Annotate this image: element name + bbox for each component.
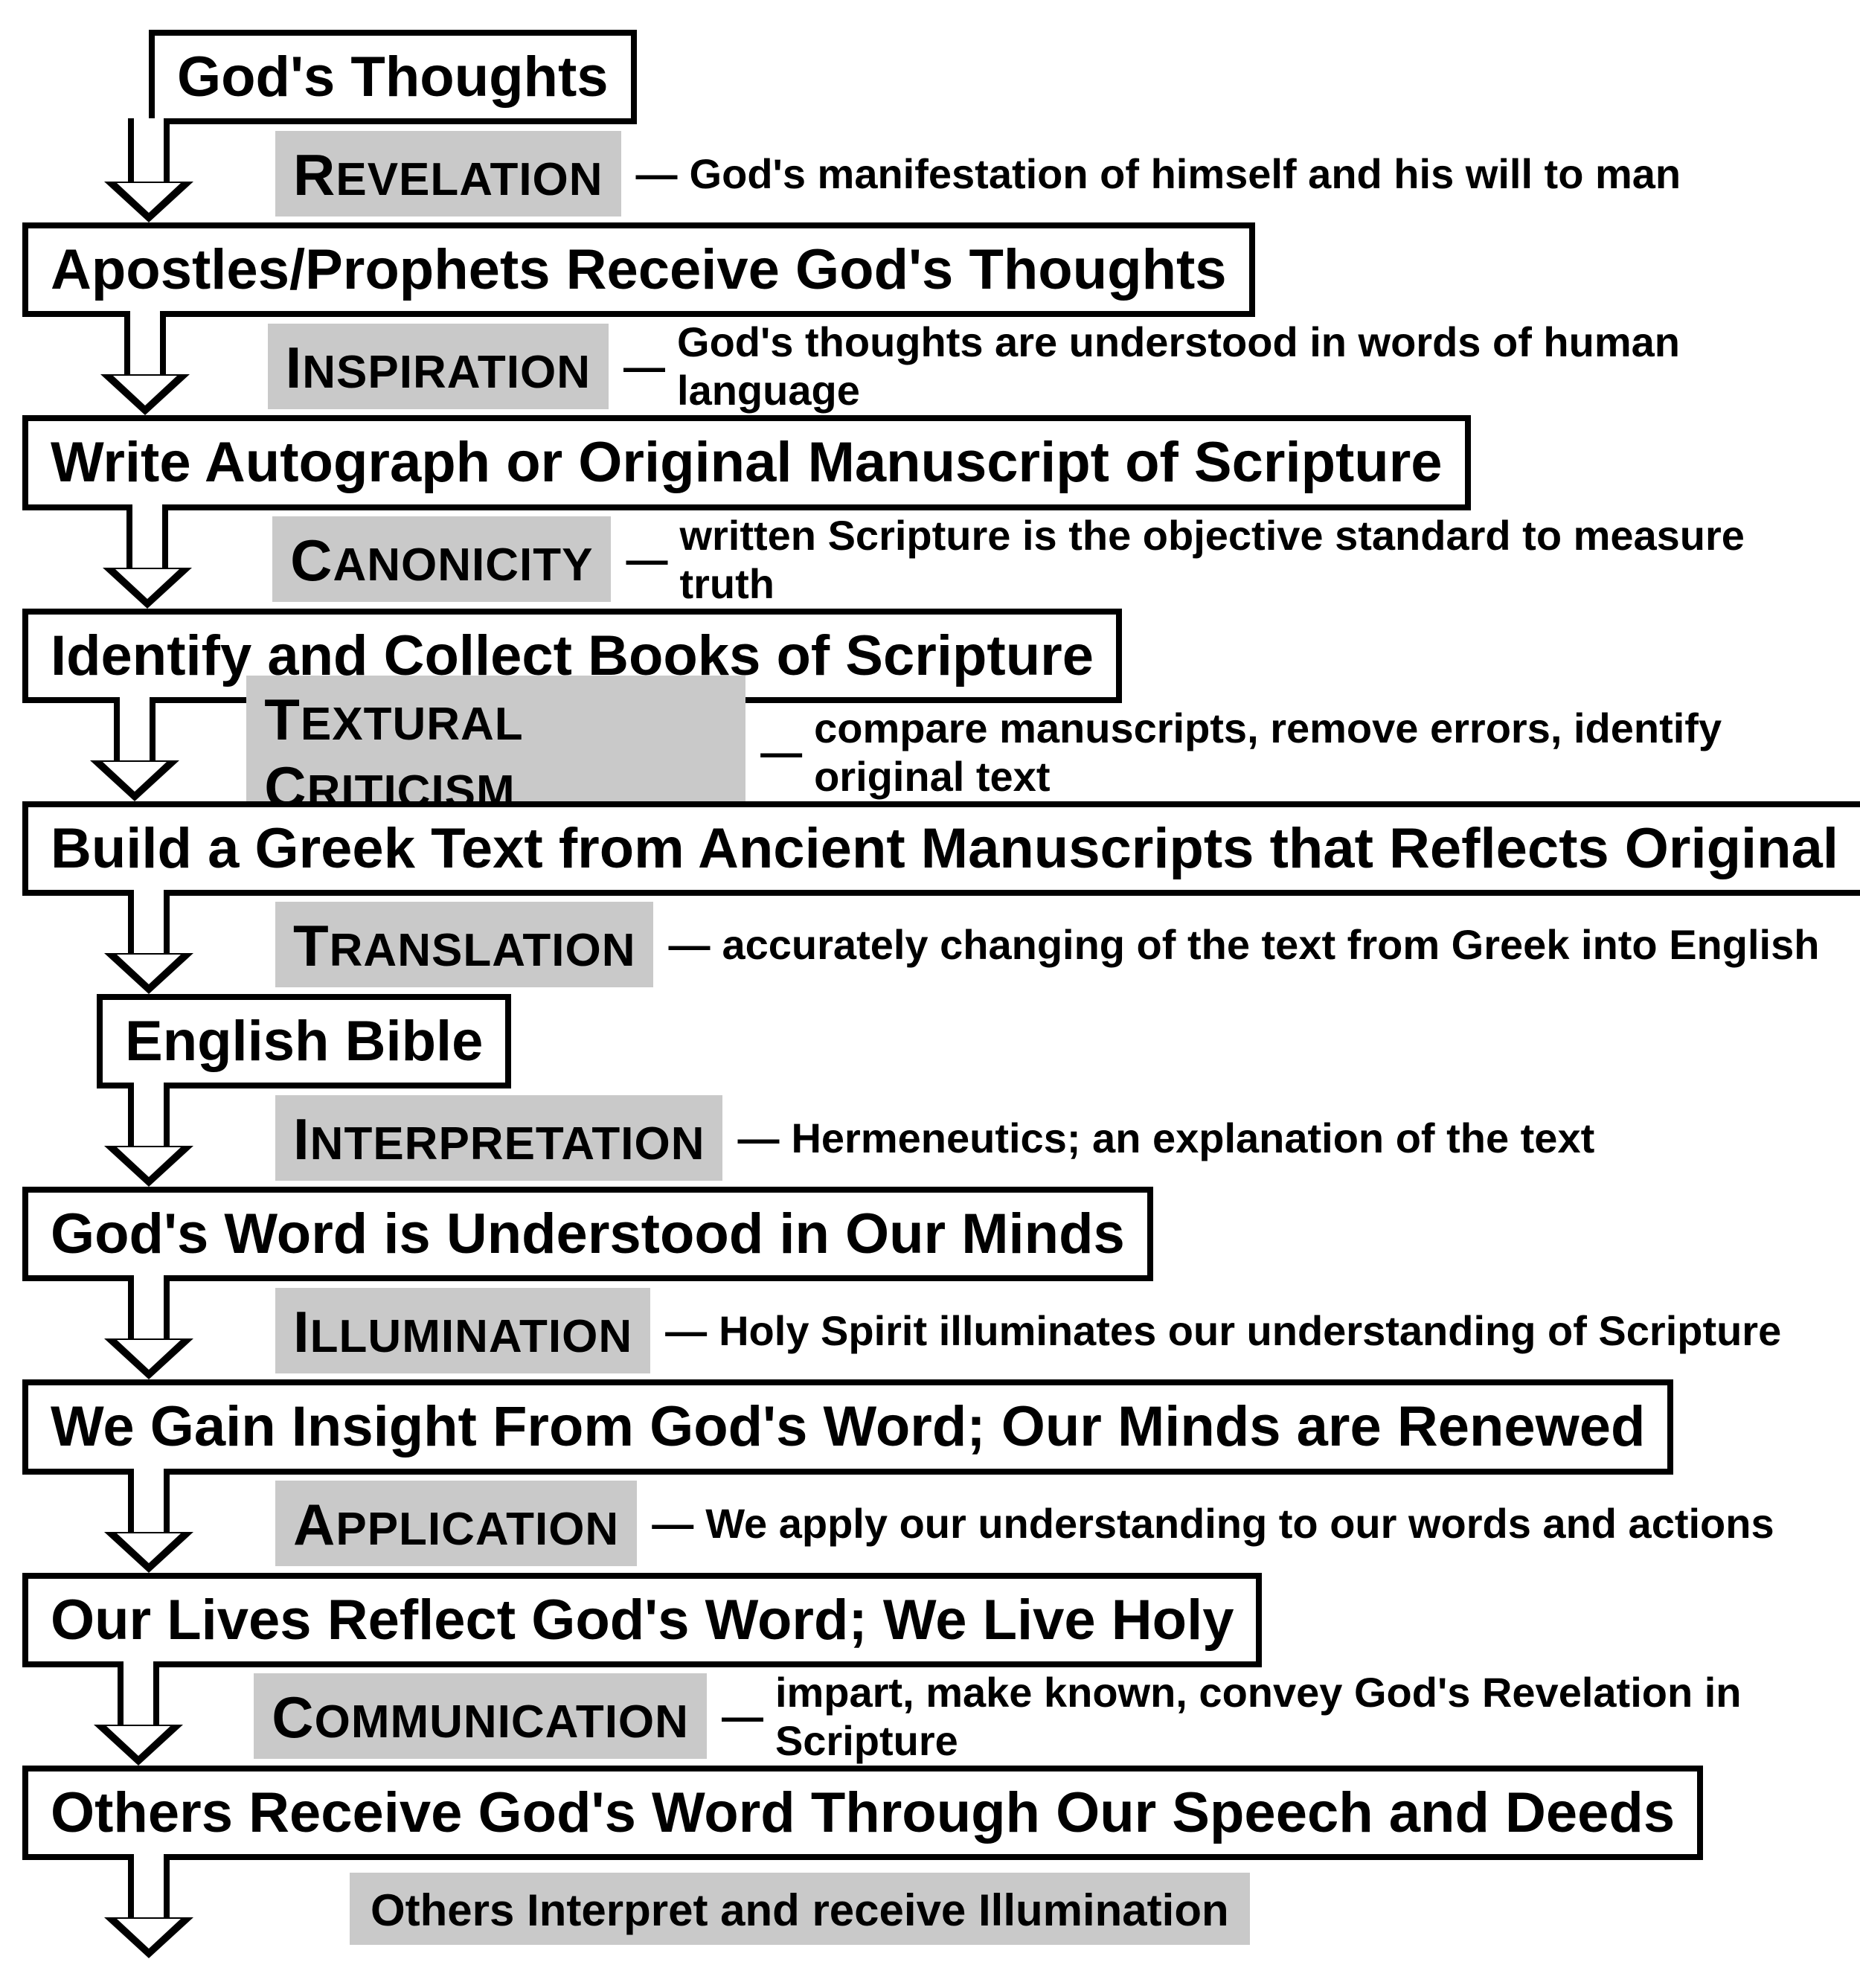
dash-separator: — — [650, 1306, 719, 1355]
term-box: APPLICATION — [275, 1481, 637, 1566]
term-box: TRANSLATION — [275, 902, 653, 987]
dash-separator: — — [707, 1692, 775, 1740]
dash-separator: — — [722, 1114, 791, 1162]
dash-separator: — — [653, 920, 722, 969]
term-description: We apply our understanding to our words … — [705, 1499, 1774, 1548]
term-description: God's thoughts are understood in words o… — [677, 318, 1838, 414]
stage-box: God's Word is Understood in Our Minds — [22, 1187, 1153, 1281]
stage-box: Write Autograph or Original Manuscript o… — [22, 415, 1471, 510]
connector-row: INTERPRETATION—Hermeneutics; an explanat… — [22, 1088, 1838, 1187]
down-arrow-icon — [112, 317, 179, 415]
connector-row: COMMUNICATION—impart, make known, convey… — [22, 1667, 1838, 1766]
down-arrow-icon — [115, 124, 182, 222]
connector-row: Others Interpret and receive Illuminatio… — [22, 1860, 1838, 1958]
dash-separator: — — [611, 535, 679, 583]
stage-box: English Bible — [97, 994, 511, 1088]
down-arrow-icon — [115, 1860, 182, 1958]
stage-box: God's Thoughts — [149, 30, 637, 124]
connector-row: CANONICITY—written Scripture is the obje… — [22, 510, 1838, 609]
down-arrow-icon — [105, 1667, 172, 1766]
dash-separator: — — [745, 728, 814, 776]
connector-row: INSPIRATION—God's thoughts are understoo… — [22, 317, 1838, 415]
stage-box: Build a Greek Text from Ancient Manuscri… — [22, 801, 1860, 896]
term-box: INSPIRATION — [268, 324, 609, 409]
connector-row: APPLICATION—We apply our understanding t… — [22, 1475, 1838, 1573]
term-box: REVELATION — [275, 131, 621, 217]
down-arrow-icon — [101, 703, 168, 801]
dash-separator: — — [621, 150, 690, 198]
connector-row: ILLUMINATION—Holy Spirit illuminates our… — [22, 1281, 1838, 1379]
term-description: written Scripture is the objective stand… — [679, 511, 1838, 608]
term-description: accurately changing of the text from Gre… — [722, 920, 1819, 969]
connector-row: TRANSLATION—accurately changing of the t… — [22, 896, 1838, 994]
term-box: CANONICITY — [272, 516, 611, 602]
connector-row: REVELATION—God's manifestation of himsel… — [22, 124, 1838, 222]
down-arrow-icon — [115, 1281, 182, 1379]
stage-box: Apostles/Prophets Receive God's Thoughts — [22, 222, 1255, 317]
down-arrow-icon — [115, 1475, 182, 1573]
term-box: INTERPRETATION — [275, 1095, 722, 1181]
stage-box: Our Lives Reflect God's Word; We Live Ho… — [22, 1573, 1262, 1667]
term-description: Hermeneutics; an explanation of the text — [791, 1114, 1594, 1162]
down-arrow-icon — [114, 510, 181, 609]
down-arrow-icon — [115, 1088, 182, 1187]
final-box: Others Interpret and receive Illuminatio… — [350, 1873, 1250, 1945]
term-box: COMMUNICATION — [254, 1673, 707, 1759]
flowchart: God's ThoughtsREVELATION—God's manifesta… — [22, 30, 1838, 1958]
term-description: compare manuscripts, remove errors, iden… — [814, 704, 1838, 801]
dash-separator: — — [609, 342, 677, 391]
stage-box: We Gain Insight From God's Word; Our Min… — [22, 1379, 1673, 1474]
down-arrow-icon — [115, 896, 182, 994]
stage-box: Others Receive God's Word Through Our Sp… — [22, 1766, 1703, 1860]
connector-row: TEXTURAL CRITICISM—compare manuscripts, … — [22, 703, 1838, 801]
term-description: Holy Spirit illuminates our understandin… — [719, 1306, 1781, 1355]
term-box: ILLUMINATION — [275, 1288, 650, 1373]
dash-separator: — — [637, 1499, 705, 1548]
term-description: impart, make known, convey God's Revelat… — [775, 1668, 1838, 1765]
term-description: God's manifestation of himself and his w… — [690, 150, 1681, 198]
